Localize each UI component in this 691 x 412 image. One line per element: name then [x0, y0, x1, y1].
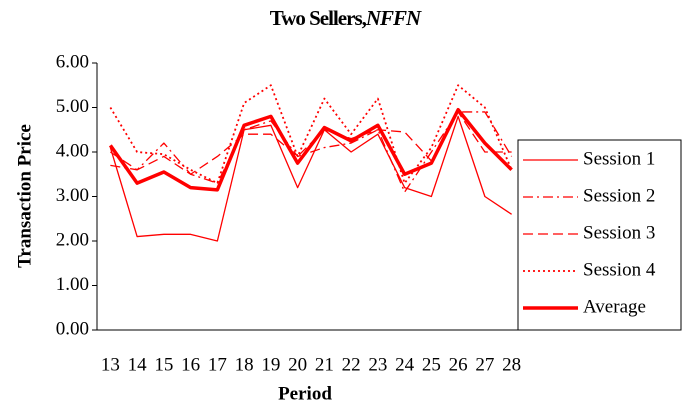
legend-label: Session 2	[583, 185, 655, 206]
y-tick-label: 6.00	[56, 51, 89, 72]
x-tick-label: 24	[395, 354, 415, 375]
x-tick-label: 19	[261, 354, 280, 375]
series-line	[110, 111, 513, 193]
x-tick-label: 28	[502, 354, 521, 375]
x-tick-label: 27	[475, 354, 494, 375]
y-tick-label: 5.00	[56, 96, 89, 117]
title-text: Two Sellers,	[270, 6, 367, 30]
title-emphasis: NFFN	[365, 6, 422, 30]
x-tick-label: 26	[449, 354, 468, 375]
series-line	[108, 107, 513, 192]
x-tick-label: 22	[342, 354, 361, 375]
x-tick-label: 13	[101, 354, 120, 375]
x-tick-label: 15	[154, 354, 173, 375]
y-tick-label: 4.00	[56, 140, 89, 161]
y-axis-title: Transaction Price	[14, 124, 35, 268]
x-tick-label: 23	[368, 354, 387, 375]
series-line	[109, 115, 512, 242]
x-tick-label: 14	[128, 354, 148, 375]
chart-title: Two Sellers,NFFN	[270, 6, 422, 30]
y-tick-label: 1.00	[56, 274, 89, 295]
legend-label: Session 1	[583, 148, 655, 169]
x-axis-title: Period	[278, 383, 332, 404]
x-tick-label: 25	[422, 354, 441, 375]
x-tick-label: 18	[235, 354, 254, 375]
y-tick-label: 3.00	[56, 185, 89, 206]
legend-label: Session 4	[583, 259, 656, 280]
x-tick-label: 21	[315, 354, 334, 375]
x-tick-label: 16	[181, 354, 200, 375]
legend-box	[517, 139, 682, 331]
legend-label: Average	[583, 296, 646, 317]
legend-label: Session 3	[583, 222, 655, 243]
x-tick-label: 17	[208, 354, 227, 375]
x-tick-label: 20	[288, 354, 307, 375]
series-line	[109, 84, 513, 185]
y-tick-label: 2.00	[56, 229, 89, 250]
y-tick-label: 0.00	[56, 318, 89, 339]
